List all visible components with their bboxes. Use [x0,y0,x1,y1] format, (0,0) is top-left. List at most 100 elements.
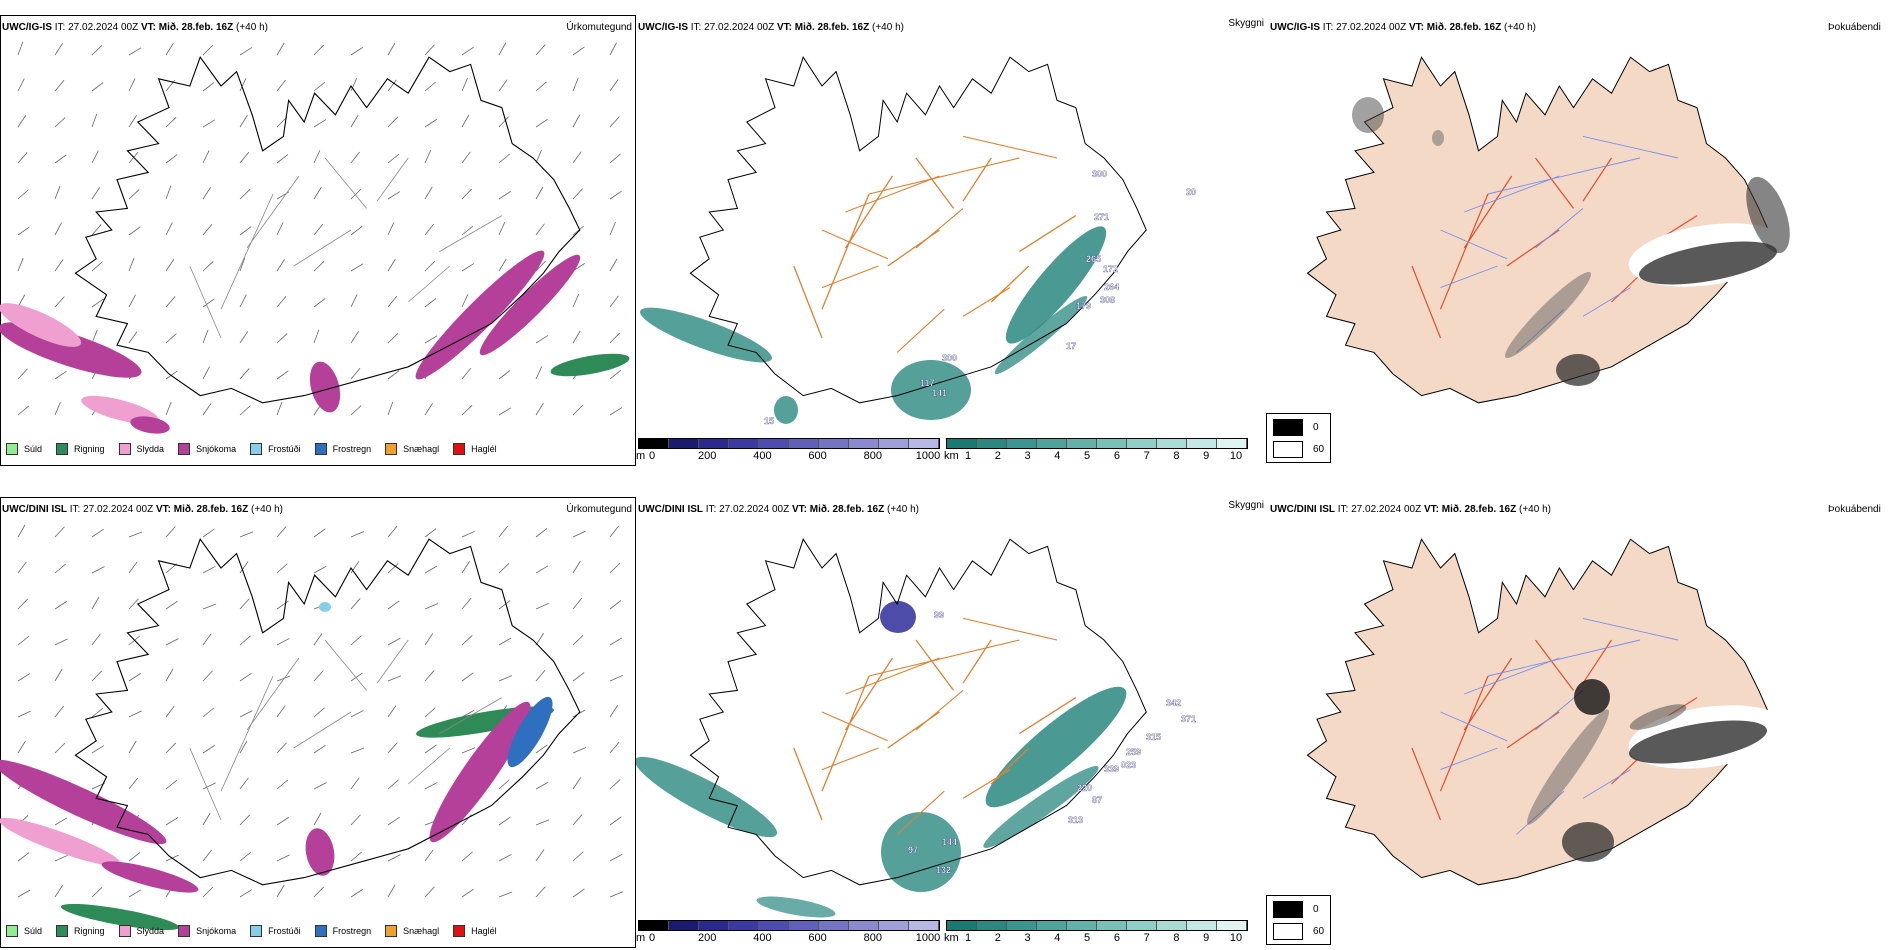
colorbar-tick: 200 [698,450,717,462]
inland-contour [376,639,409,684]
wind-barb [609,295,619,308]
wind-barb [572,404,584,416]
wind-barb [535,149,542,164]
wind-barb [350,635,362,646]
model-name: UWC/IG-IS [1270,22,1320,33]
colorbar-cell [699,921,729,930]
road [821,747,879,771]
wind-barb [202,849,212,862]
wind-barb [387,153,400,164]
wind-barb [535,744,548,754]
wind-barb [424,670,435,682]
road [962,617,1058,641]
wind-barb [572,330,581,344]
road [1535,639,1574,691]
precip-legend: Súld Rigning Slydda Snjókoma Frostúði Frostre… [6,443,511,455]
precip-legend-item: Snjókoma [178,925,236,937]
road [1439,675,1489,792]
fog-area [1556,354,1600,386]
wind-barb [91,82,104,92]
colorbar-unit: m [636,932,646,944]
wind-barb [609,742,620,754]
wind-barb [239,368,250,380]
colorbar-cell [639,921,669,930]
precip-legend-item: Rigning [56,443,105,455]
land [1306,56,1769,404]
wind-barb [17,41,24,56]
wind-barb [17,257,24,272]
precip-legend-item: Slydda [118,925,164,937]
road [962,135,1058,159]
colorbar-tick: 3 [1024,932,1031,944]
wind-barb [313,260,325,272]
it-value: 27.02.2024 00Z [1336,22,1407,33]
wind-barb [498,562,510,574]
wind-barb [17,368,28,380]
vt-label: VT: [1423,504,1439,515]
sleet-area [0,817,122,867]
colorbar-tick: 2 [994,932,1001,944]
vt-label: VT: [791,504,807,515]
wind-barb [424,260,436,272]
wind-barb [498,258,507,272]
road [1463,175,1513,249]
wind-barb [535,81,547,92]
colorbar-tick: 2 [994,450,1001,462]
wind-barb [461,709,475,718]
visibility-label: 179 [1076,301,1091,311]
wind-barb [91,633,101,646]
wind-barb [91,298,104,308]
wind-barb [350,851,362,862]
wind-barb [424,603,439,610]
visibility-area [985,686,1127,808]
wind-barb [572,560,581,574]
wind-barb [424,298,437,308]
precip-legend-item: Snjókoma [178,443,236,455]
legend-label: Rigning [74,444,105,454]
colorbar-cell [729,439,759,448]
colorbar-cell [1067,921,1097,930]
wind-barb [498,675,513,682]
inland-contour [376,157,409,202]
fog-legend: 0 60 [1266,895,1332,945]
wind-barb [165,668,174,682]
wind-barb [17,598,29,610]
wind-barb [276,370,289,380]
river [1464,175,1560,213]
wind-barb [54,668,63,682]
model-name: UWC/DINI ISL [2,504,67,515]
fog-area [1562,822,1614,862]
vt-value: Mið. 28.feb. 16Z [1441,504,1517,515]
wind-barb [609,891,624,898]
wind-barb [17,889,31,898]
wind-barb [424,335,438,344]
wind-barb [609,332,621,344]
colorbar-cell [1097,921,1127,930]
inland-contour [324,157,367,209]
wind-barb [128,531,143,538]
snow-area [130,416,170,434]
wind-barb [54,885,63,898]
inland-contour [439,215,502,252]
wind-barb [313,812,322,826]
wind-barb [91,44,103,56]
wind-barb [165,222,173,236]
wind-barb [202,782,216,790]
wind-barb [461,263,475,272]
visibility-label: 20 [1186,187,1196,197]
wind-barb [239,710,253,718]
wind-barb [165,817,179,826]
wind-barb [498,116,509,128]
visibility-area [983,766,1099,848]
wind-barb [535,633,544,646]
wind-barb [535,819,550,826]
precip-legend-item: Snæhagl [385,443,439,455]
wind-barb [387,401,394,416]
visibility-label: 342 [1166,698,1181,708]
wind-barb [535,528,548,538]
wind-barb [202,670,213,682]
snow-area [0,322,142,378]
snow-area [429,701,531,843]
legend-swatch [314,925,327,937]
visibility-label: 265 [1086,254,1101,264]
